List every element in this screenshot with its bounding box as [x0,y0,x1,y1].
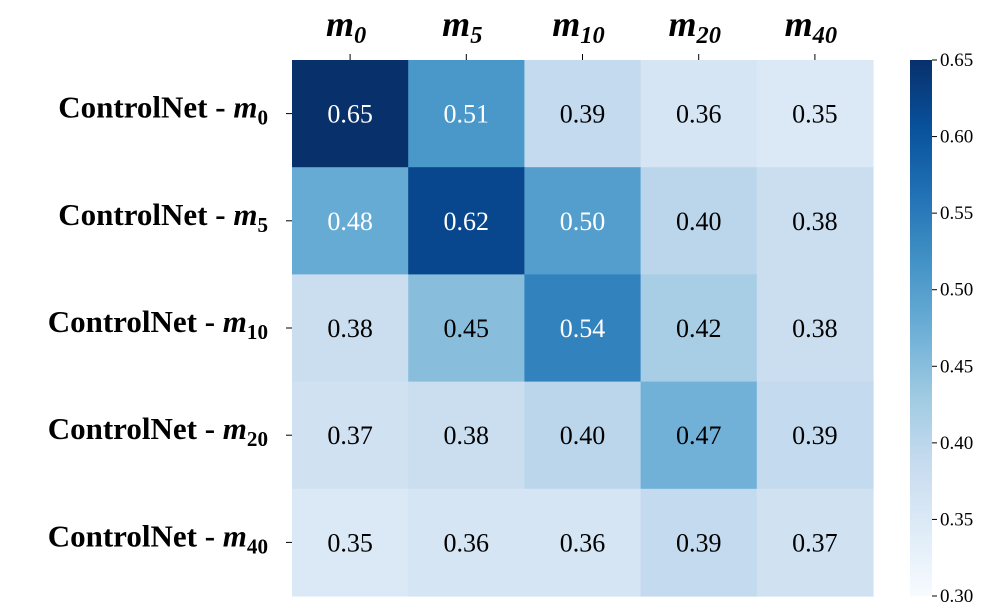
cell-value-label: 0.36 [444,528,490,557]
heatmap-cell [408,274,525,383]
cell-value-label: 0.38 [792,207,838,236]
cell-value-label: 0.39 [792,421,838,450]
heatmap-cell [292,274,409,383]
row-label: ControlNet - m20 [48,411,268,451]
heatmap-cell [292,60,409,168]
row-label: ControlNet - m5 [58,197,268,237]
heatmap-cell [524,274,642,383]
colorbar-gradient [910,60,932,596]
cell-value-label: 0.37 [327,421,373,450]
cell-value-label: 0.38 [792,314,838,343]
cell-value-label: 0.48 [327,207,373,236]
cell-value-label: 0.62 [444,207,490,236]
cell-value-label: 0.35 [792,100,838,129]
colorbar-tick-label: 0.50 [940,280,973,301]
heatmap-cell [756,488,874,597]
colorbar-tick-label: 0.55 [940,203,973,224]
cell-value-label: 0.51 [444,100,490,129]
cell-value-label: 0.36 [676,100,722,129]
heatmap-cell [408,60,525,168]
heatmap-cell [640,274,758,383]
column-label: m10 [552,4,604,49]
heatmap-cell [292,488,409,597]
colorbar-tick-label: 0.65 [940,50,973,71]
colorbar-tick-label: 0.30 [940,586,973,607]
heatmap-cell [292,381,409,490]
cell-value-label: 0.37 [792,528,838,557]
cell-value-label: 0.40 [676,207,722,236]
column-label: m40 [785,4,837,49]
column-label: m0 [326,4,366,49]
heatmap-cell [292,167,409,275]
heatmap-cell [756,167,874,275]
colorbar-tick-label: 0.45 [940,356,973,377]
cell-value-label: 0.42 [676,314,722,343]
column-label: m5 [442,4,482,49]
heatmap-cell [524,60,642,168]
heatmap-cells: 0.65 0.51 0.39 0.36 0.35 0.48 0.62 0.50 0.40 0.38… [292,60,874,597]
cell-value-label: 0.38 [444,421,490,450]
cell-value-label: 0.47 [676,421,722,450]
heatmap-cell [640,381,758,490]
cell-value-label: 0.65 [327,100,373,129]
heatmap-cell [524,167,642,275]
heatmap-cell [640,60,758,168]
colorbar-tick-label: 0.35 [940,509,973,530]
heatmap-cell [408,381,525,490]
row-label: ControlNet - m10 [48,304,268,344]
row-labels: ControlNet - m0 ControlNet - m5 ControlNet… [48,90,292,558]
column-labels: m0 m5 m10 m20 m40 [326,4,837,60]
cell-value-label: 0.38 [327,314,373,343]
row-label: ControlNet - m40 [48,518,268,558]
column-label: m20 [668,4,720,49]
row-label: ControlNet - m0 [58,90,268,130]
heatmap-cell [756,381,874,490]
heatmap-cell [640,167,758,275]
cell-value-label: 0.50 [560,207,606,236]
cell-value-label: 0.39 [560,100,606,129]
heatmap-cell [756,274,874,383]
colorbar-tick-label: 0.60 [940,127,973,148]
heatmap-cell [640,488,758,597]
cell-value-label: 0.40 [560,421,606,450]
heatmap-cell [408,167,525,275]
heatmap-cell [524,488,642,597]
cell-value-label: 0.35 [327,528,373,557]
cell-value-label: 0.36 [560,528,606,557]
colorbar-tick-label: 0.40 [940,433,973,454]
cell-value-label: 0.39 [676,528,722,557]
cell-value-label: 0.54 [560,314,606,343]
heatmap-cell [524,381,642,490]
heatmap-cell [756,60,874,168]
colorbar: 0.30 0.35 0.40 0.45 0.50 0.55 0.60 0.65 [910,50,973,607]
cell-value-label: 0.45 [444,314,490,343]
heatmap-cell [408,488,525,597]
